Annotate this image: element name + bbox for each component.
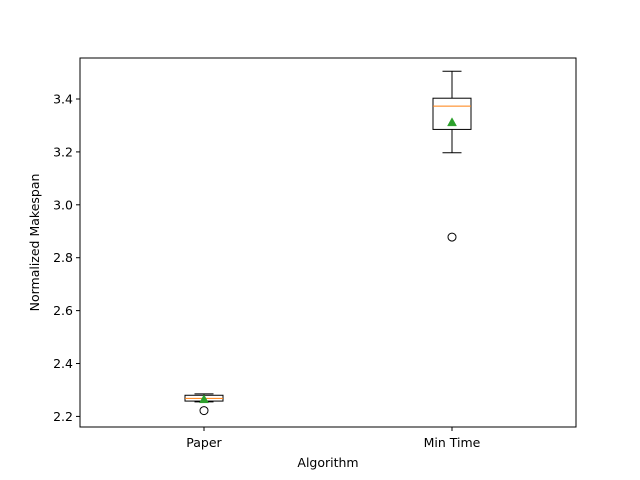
y-tick-label: 3.2 (53, 144, 73, 159)
x-axis-label: Algorithm (297, 455, 358, 470)
box-group (184, 393, 224, 416)
mean-marker (447, 117, 457, 127)
outlier-point (447, 232, 457, 242)
box-marks (184, 70, 472, 416)
y-tick-label: 2.4 (53, 356, 73, 371)
outlier-point (199, 406, 209, 416)
x-tick-label: Paper (186, 435, 222, 450)
y-tick-label: 2.2 (53, 409, 73, 424)
y-tick-label: 2.8 (53, 250, 73, 265)
x-tick-label: Min Time (424, 435, 481, 450)
box-group (432, 70, 472, 242)
y-axis-label: Normalized Makespan (27, 174, 42, 312)
mean-marker (199, 394, 209, 404)
x-axis: Paper Min Time (186, 427, 481, 450)
y-tick-label: 2.6 (53, 303, 73, 318)
y-axis: 2.2 2.4 2.6 2.8 3.0 3.2 3.4 (53, 92, 80, 424)
y-tick-label: 3.4 (53, 92, 73, 107)
plot-area-frame (79, 57, 577, 428)
iqr-box (432, 97, 472, 130)
y-tick-label: 3.0 (53, 197, 73, 212)
